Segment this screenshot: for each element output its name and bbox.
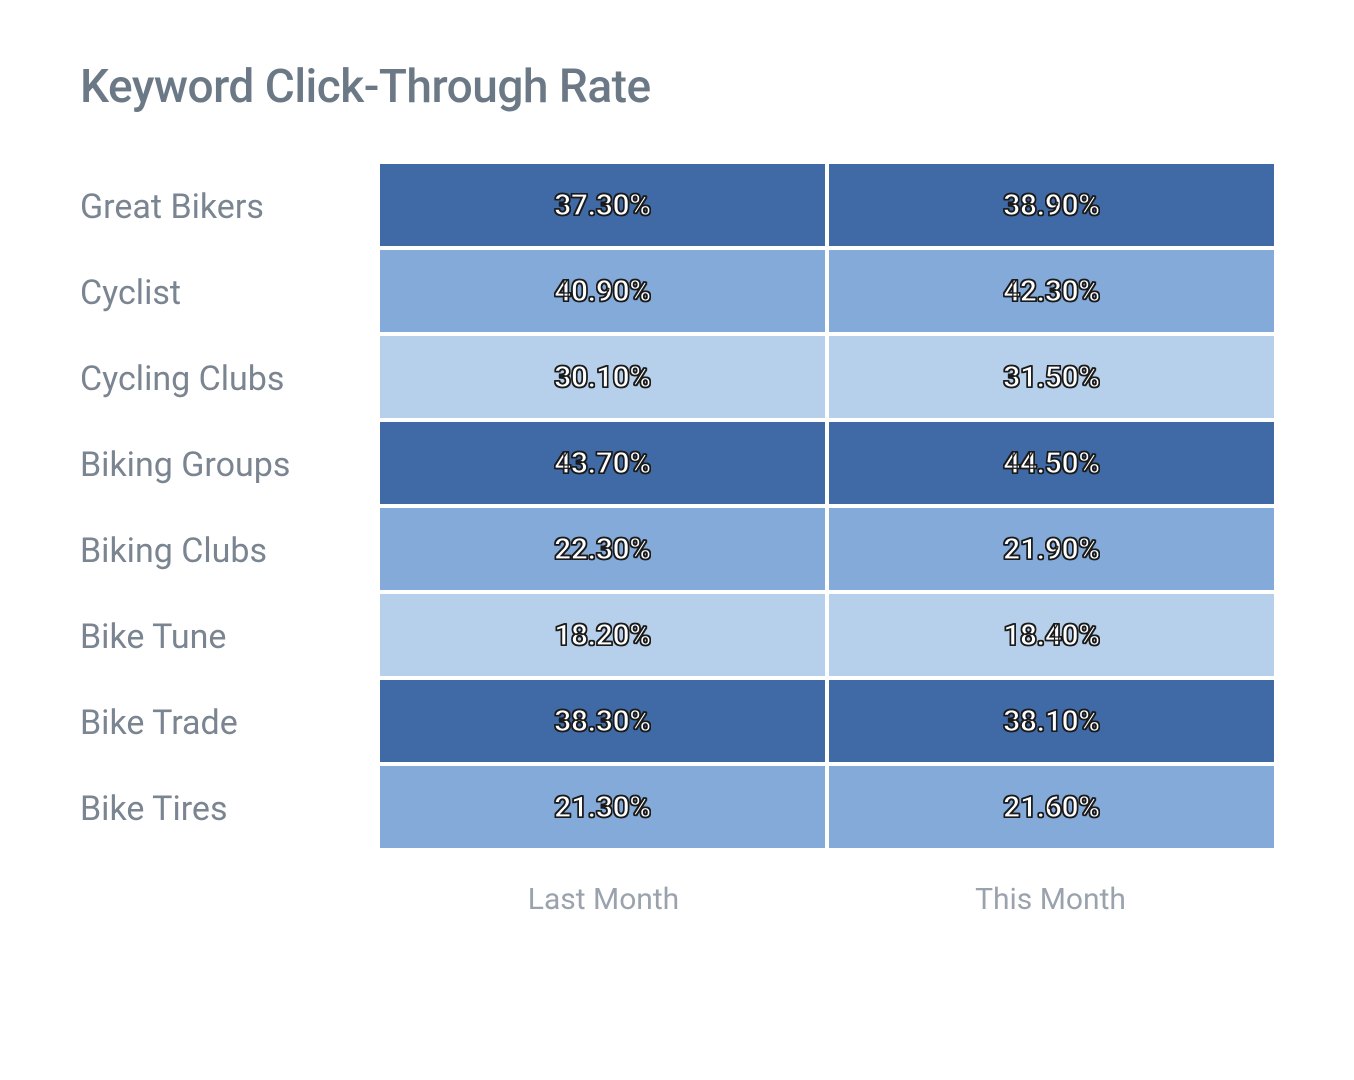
x-axis: Last MonthThis Month — [80, 882, 1274, 917]
heatmap-cell: 40.90% — [380, 250, 825, 332]
row-label: Biking Groups — [80, 422, 380, 508]
heatmap-row: 37.30% 38.90% — [380, 164, 1274, 246]
row-label: Biking Clubs — [80, 508, 380, 594]
heatmap-grid: 37.30% 38.90% 40.90% 42.30% 30.10% 31.50% 43.7… — [380, 164, 1274, 852]
x-axis-labels: Last MonthThis Month — [380, 882, 1274, 917]
heatmap-row: 30.10% 31.50% — [380, 336, 1274, 418]
heatmap-cell: 42.30% — [829, 250, 1274, 332]
heatmap-row: 22.30% 21.90% — [380, 508, 1274, 590]
heatmap-cell: 43.70% — [380, 422, 825, 504]
x-axis-label: This Month — [827, 882, 1274, 917]
heatmap-cell: 21.30% — [380, 766, 825, 848]
cell-value: 30.10% — [554, 360, 651, 395]
row-labels-column: Great BikersCyclistCycling ClubsBiking G… — [80, 164, 380, 852]
heatmap-cell: 38.90% — [829, 164, 1274, 246]
heatmap-cell: 37.30% — [380, 164, 825, 246]
heatmap-cell: 38.30% — [380, 680, 825, 762]
row-label: Great Bikers — [80, 164, 380, 250]
heatmap-row: 43.70% 44.50% — [380, 422, 1274, 504]
heatmap-cell: 18.40% — [829, 594, 1274, 676]
chart-area: Great BikersCyclistCycling ClubsBiking G… — [80, 164, 1274, 852]
cell-value: 21.60% — [1003, 790, 1100, 825]
x-axis-spacer — [80, 882, 380, 917]
cell-value: 44.50% — [1003, 446, 1100, 481]
heatmap-cell: 31.50% — [829, 336, 1274, 418]
heatmap-cell: 21.60% — [829, 766, 1274, 848]
row-label: Cycling Clubs — [80, 336, 380, 422]
heatmap-cell: 38.10% — [829, 680, 1274, 762]
cell-value: 18.20% — [554, 618, 651, 653]
cell-value: 38.10% — [1003, 704, 1100, 739]
cell-value: 40.90% — [554, 274, 651, 309]
row-label: Bike Trade — [80, 680, 380, 766]
cell-value: 22.30% — [554, 532, 651, 567]
cell-value: 37.30% — [554, 188, 651, 223]
cell-value: 38.90% — [1003, 188, 1100, 223]
heatmap-cell: 44.50% — [829, 422, 1274, 504]
heatmap-row: 18.20% 18.40% — [380, 594, 1274, 676]
heatmap-row: 21.30% 21.60% — [380, 766, 1274, 848]
heatmap-cell: 21.90% — [829, 508, 1274, 590]
cell-value: 38.30% — [554, 704, 651, 739]
chart-title: Keyword Click-Through Rate — [80, 60, 1274, 114]
cell-value: 21.90% — [1003, 532, 1100, 567]
heatmap-cell: 30.10% — [380, 336, 825, 418]
cell-value: 42.30% — [1003, 274, 1100, 309]
row-label: Bike Tune — [80, 594, 380, 680]
x-axis-label: Last Month — [380, 882, 827, 917]
heatmap-row: 38.30% 38.10% — [380, 680, 1274, 762]
heatmap-cell: 22.30% — [380, 508, 825, 590]
cell-value: 21.30% — [554, 790, 651, 825]
heatmap-cell: 18.20% — [380, 594, 825, 676]
heatmap-row: 40.90% 42.30% — [380, 250, 1274, 332]
row-label: Bike Tires — [80, 766, 380, 852]
cell-value: 18.40% — [1003, 618, 1100, 653]
cell-value: 31.50% — [1003, 360, 1100, 395]
row-label: Cyclist — [80, 250, 380, 336]
cell-value: 43.70% — [554, 446, 651, 481]
